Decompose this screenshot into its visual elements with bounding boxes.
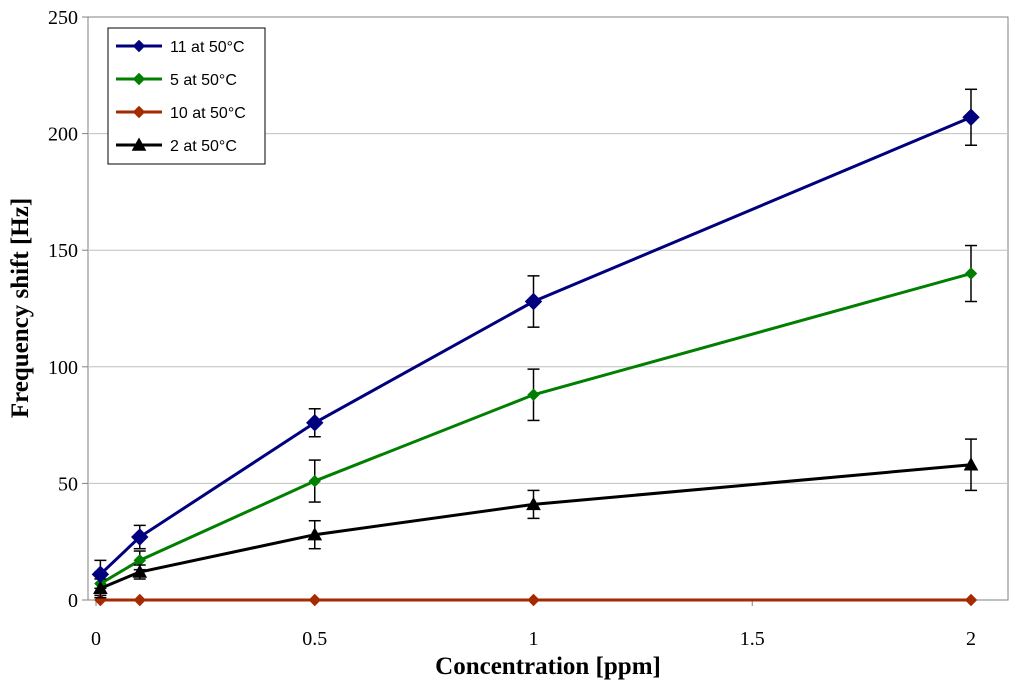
data-point — [527, 388, 540, 401]
y-tick-label: 100 — [48, 357, 78, 379]
series-0 — [91, 88, 980, 590]
data-point — [962, 108, 980, 126]
data-point — [132, 564, 148, 578]
data-point — [964, 593, 978, 607]
axes: 0 50 100 150 200 250 0 0.5 1 1.5 2 — [48, 7, 976, 650]
x-tick-label: 2 — [966, 628, 976, 650]
data-point — [308, 593, 321, 607]
legend: 11 at 50°C 5 at 50°C 10 at 50°C 2 at 50°C — [107, 27, 266, 165]
legend-label: 10 at 50°C — [170, 105, 246, 122]
grid — [88, 133, 1008, 484]
series-2 — [94, 593, 978, 607]
legend-box — [107, 27, 266, 165]
data-point — [964, 267, 978, 280]
data-point — [133, 593, 146, 607]
x-tick-label: 0.5 — [302, 628, 327, 650]
legend-label: 5 at 50°C — [170, 72, 237, 89]
y-axis-title: Frequency shift [Hz] — [7, 198, 34, 418]
data-point — [526, 496, 541, 511]
data-point — [527, 593, 540, 607]
data-point — [963, 457, 979, 471]
data-point — [131, 528, 149, 546]
x-axis-title: Concentration [ppm] — [435, 653, 661, 680]
x-tick-label: 1.5 — [740, 628, 765, 650]
data-point — [132, 105, 146, 119]
legend-label: 11 at 50°C — [170, 39, 245, 56]
legend-label: 2 at 50°C — [170, 138, 237, 155]
data-point — [308, 474, 321, 488]
y-tick-label: 50 — [58, 473, 78, 495]
data-point — [306, 414, 324, 432]
data-point — [307, 527, 323, 541]
data-point — [132, 39, 146, 53]
y-tick-label: 0 — [68, 590, 78, 612]
x-tick-label: 1 — [529, 628, 539, 650]
data-point — [131, 137, 147, 151]
data-point — [524, 292, 543, 311]
data-point — [91, 565, 110, 584]
series-layer — [91, 88, 980, 607]
data-point — [132, 72, 146, 86]
y-tick-label: 150 — [48, 240, 78, 262]
y-tick-label: 250 — [48, 7, 78, 29]
y-tick-label: 200 — [48, 124, 78, 146]
x-tick-label: 0 — [91, 628, 101, 650]
